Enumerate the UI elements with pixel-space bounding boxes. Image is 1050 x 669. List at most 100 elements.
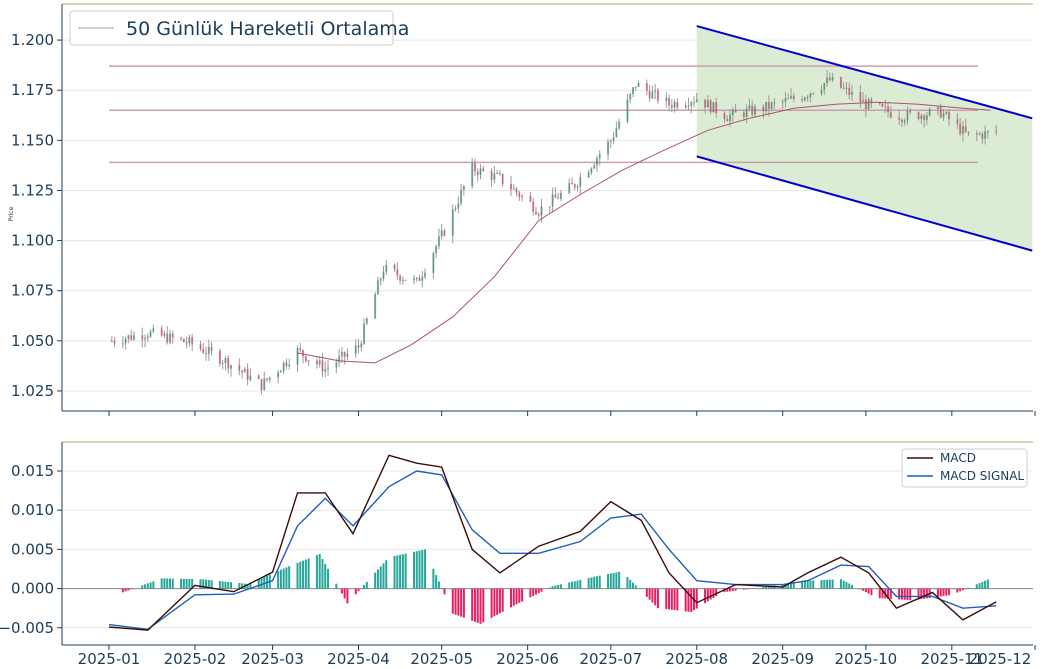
histogram-bar: [909, 588, 912, 601]
histogram-bar: [396, 555, 399, 589]
histogram-bar: [715, 588, 718, 597]
candle-body: [324, 368, 327, 372]
histogram-bar: [521, 588, 524, 602]
histogram-bar: [903, 588, 906, 600]
candle-body: [121, 343, 124, 345]
xtick-label: 2025-07: [579, 650, 642, 668]
histogram-bar: [607, 574, 610, 589]
candle-body: [690, 102, 693, 107]
price-ytick-label: 1.025: [11, 382, 54, 400]
candle-body: [676, 101, 679, 108]
histogram-bar: [762, 587, 765, 589]
histogram-bar: [548, 587, 551, 589]
candle-body: [421, 276, 424, 281]
candle-body: [986, 131, 989, 133]
histogram-bar: [748, 588, 751, 590]
histogram-bar: [163, 578, 166, 589]
histogram-bar: [498, 588, 501, 614]
candle-body: [706, 100, 709, 108]
candle-body: [809, 93, 812, 98]
candle-body: [975, 133, 978, 135]
candle-body: [221, 362, 224, 364]
histogram-bar: [870, 588, 873, 596]
candle-body: [590, 168, 593, 173]
candle-body: [146, 336, 149, 338]
candle-body: [282, 362, 285, 371]
candle-body: [651, 91, 654, 99]
histogram-bar: [590, 577, 593, 589]
histogram-bar: [823, 579, 826, 589]
histogram-bar: [191, 578, 194, 589]
candle-body: [762, 106, 765, 112]
candle-body: [787, 98, 790, 100]
candle-body: [501, 173, 504, 184]
histogram-bar: [207, 579, 210, 589]
histogram-bar: [168, 578, 171, 589]
histogram-bar: [587, 578, 590, 589]
histogram-bar: [343, 588, 346, 599]
histogram-bar: [920, 588, 923, 600]
candle-body: [631, 87, 634, 94]
histogram-bar: [634, 585, 637, 589]
candle-body: [249, 375, 252, 380]
candle-body: [942, 113, 945, 118]
macd-ytick-label: 0.010: [11, 501, 54, 519]
histogram-bar: [906, 588, 909, 600]
candle-body: [335, 362, 338, 368]
candle-body: [435, 246, 438, 254]
macd-ytick-label: 0.005: [11, 540, 54, 558]
histogram-bar: [673, 588, 676, 611]
histogram-bar: [765, 586, 768, 589]
candle-body: [238, 365, 241, 371]
histogram-bar: [479, 588, 482, 624]
candle-body: [482, 168, 485, 172]
histogram-bar: [415, 551, 418, 589]
histogram-bar: [864, 588, 867, 593]
histogram-bar: [454, 588, 457, 615]
candle-body: [823, 83, 826, 90]
candle-body: [357, 345, 360, 348]
histogram-bar: [457, 588, 460, 616]
candle-body: [984, 131, 987, 139]
candle-body: [573, 184, 576, 188]
histogram-bar: [496, 588, 499, 615]
candle-body: [995, 131, 998, 133]
histogram-bar: [315, 555, 318, 589]
candle-body: [437, 236, 440, 247]
candle-body: [615, 128, 618, 138]
candle-body: [906, 110, 909, 121]
candle-body: [959, 123, 962, 134]
candle-body: [424, 272, 427, 277]
histogram-bar: [690, 588, 693, 613]
histogram-bar: [862, 588, 865, 591]
candle-body: [476, 171, 479, 175]
price-legend-label: 50 Günlük Hareketli Ortalama: [126, 18, 409, 40]
histogram-bar: [185, 578, 188, 589]
candle-body: [648, 90, 651, 99]
candle-body: [451, 209, 454, 236]
histogram-bar: [299, 561, 302, 589]
candle-body: [554, 194, 557, 198]
candle-body: [110, 340, 113, 342]
candle-body: [842, 87, 845, 89]
channel-lower-line: [696, 155, 1033, 252]
candle-body: [418, 277, 421, 281]
histogram-bar: [471, 588, 474, 621]
candle-body: [385, 264, 388, 272]
candle-body: [529, 195, 532, 202]
histogram-bar: [593, 576, 596, 589]
histogram-bar: [712, 588, 715, 598]
histogram-bar: [227, 581, 230, 589]
histogram-bar: [656, 588, 659, 609]
candle-body: [595, 158, 598, 166]
histogram-bar: [379, 566, 382, 589]
candle-body: [978, 133, 981, 135]
histogram-bar: [241, 583, 244, 589]
candle-body: [848, 87, 851, 95]
xtick-label: 2025-12: [969, 650, 1032, 668]
candle-body: [327, 367, 330, 369]
histogram-bar: [246, 583, 249, 589]
candle-body: [731, 109, 734, 115]
candle-body: [315, 360, 318, 365]
